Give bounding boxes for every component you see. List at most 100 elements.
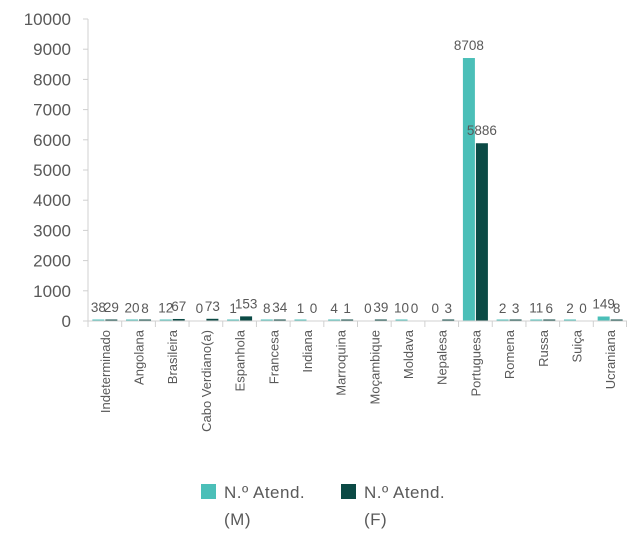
- bar-m: [597, 316, 610, 321]
- y-tick-label: 8000: [33, 70, 71, 89]
- data-label-m: 12: [158, 301, 173, 316]
- bar-f: [475, 143, 488, 321]
- x-tick-label: Marroquina: [334, 329, 349, 396]
- bar-f: [172, 318, 185, 321]
- bar-m: [159, 319, 172, 321]
- x-tick-label: Ucraniana: [603, 329, 618, 389]
- data-label-m: 11: [529, 301, 543, 316]
- y-tick-label: 0: [62, 312, 71, 331]
- bar-f: [105, 319, 118, 321]
- data-label-f: 1: [343, 301, 351, 316]
- x-tick-label: Angolana: [132, 329, 147, 385]
- bars: [92, 58, 623, 321]
- data-label-f: 3: [512, 301, 520, 316]
- data-label-f: 0: [310, 301, 318, 316]
- bar-m: [92, 319, 105, 321]
- data-label-m: 0: [431, 301, 439, 316]
- x-tick-label: Moçambique: [367, 330, 382, 404]
- data-label-f: 39: [373, 300, 388, 315]
- x-tick-label: Suiça: [569, 329, 584, 362]
- data-label-m: 2: [499, 301, 507, 316]
- bar-f: [273, 319, 286, 321]
- y-tick-label: 4000: [33, 191, 71, 210]
- x-axis: Indeterminado Angolana Brasileira Cabo Verd…: [87, 320, 627, 432]
- bar-f: [240, 316, 253, 321]
- data-label-f: 8: [141, 301, 149, 316]
- legend-label-m-line2: (M): [224, 510, 251, 529]
- data-label-m: 149: [592, 297, 615, 312]
- data-label-f: 0: [411, 301, 419, 316]
- bar-m: [462, 58, 475, 321]
- legend-label-f: N.º Atend. (F): [364, 479, 474, 533]
- data-label-m: 20: [125, 300, 140, 315]
- x-tick-label: Portuguesa: [468, 329, 483, 396]
- y-tick-label: 1000: [33, 282, 71, 301]
- x-tick-label: Moldava: [401, 329, 416, 379]
- data-label-f: 153: [235, 296, 258, 311]
- x-tick-label: Romena: [502, 329, 517, 379]
- x-tick-label: Cabo Verdiano(a): [199, 330, 214, 432]
- bar-m: [395, 319, 408, 321]
- data-label-f: 0: [579, 301, 587, 316]
- x-tick-label: Indiana: [300, 329, 315, 372]
- bar-m: [563, 319, 576, 321]
- bar-m: [530, 319, 543, 321]
- y-axis: 0 1000 2000 3000 4000 5000 6000 7000 8000 9000 100…: [24, 10, 89, 331]
- bar-f: [509, 319, 522, 321]
- bar-f: [139, 319, 152, 321]
- legend-item-f: N.º Atend. (F): [341, 482, 474, 533]
- bar-f: [543, 319, 556, 321]
- data-label-m: 38: [91, 300, 106, 315]
- legend-swatch-f: [341, 484, 356, 499]
- data-label-f: 34: [272, 300, 288, 315]
- legend-label-m: N.º Atend. (M): [224, 479, 334, 533]
- x-tick-label: Russa: [536, 329, 551, 367]
- bar-m: [227, 319, 240, 321]
- data-label-m: 2: [566, 301, 574, 316]
- data-label-m: 8: [263, 301, 271, 316]
- data-label-f: 73: [205, 299, 220, 314]
- bar-chart: 0100020003000400050006000700080009000100…: [24, 10, 627, 432]
- data-label-f: 6: [546, 301, 554, 316]
- bar-f: [206, 318, 219, 321]
- legend-item-m: N.º Atend. (M): [201, 482, 334, 533]
- y-tick-label: 10000: [24, 10, 71, 29]
- data-label-f: 67: [171, 299, 186, 314]
- y-tick-label: 2000: [33, 252, 71, 271]
- x-tick-label: Indeterminado: [98, 330, 113, 413]
- data-label-m: 0: [196, 301, 204, 316]
- bar-m: [260, 319, 273, 321]
- data-label-m: 1: [297, 301, 305, 316]
- bar-f: [442, 319, 455, 321]
- data-label-m: 8708: [454, 38, 484, 53]
- data-label-m: 0: [364, 301, 372, 316]
- legend-label-f-line2: (F): [364, 510, 388, 529]
- data-label-f: 29: [104, 300, 119, 315]
- bar-m: [294, 319, 307, 321]
- bar-m: [496, 319, 509, 321]
- data-label-m: 1: [229, 301, 237, 316]
- bar-m: [328, 319, 341, 321]
- x-tick-label: Espanhola: [233, 329, 248, 391]
- legend-label-f-line1: N.º Atend.: [364, 483, 446, 502]
- bar-f: [341, 319, 354, 321]
- bar-f: [610, 319, 623, 321]
- x-tick-label: Francesa: [266, 329, 281, 384]
- legend-swatch-m: [201, 484, 216, 499]
- y-tick-label: 6000: [33, 131, 71, 150]
- legend-label-m-line1: N.º Atend.: [224, 483, 306, 502]
- y-tick-label: 3000: [33, 221, 71, 240]
- bar-f: [374, 319, 387, 321]
- data-label-f: 8: [613, 301, 621, 316]
- x-tick-label: Nepalesa: [435, 329, 450, 385]
- data-label-m: 4: [330, 301, 338, 316]
- y-tick-label: 9000: [33, 40, 71, 59]
- data-label-f: 3: [444, 301, 452, 316]
- data-label-f: 5886: [467, 123, 497, 138]
- data-label-m: 10: [394, 301, 409, 316]
- y-tick-label: 5000: [33, 161, 71, 180]
- bar-m: [126, 319, 139, 321]
- y-tick-label: 7000: [33, 101, 71, 120]
- x-tick-label: Brasileira: [165, 329, 180, 384]
